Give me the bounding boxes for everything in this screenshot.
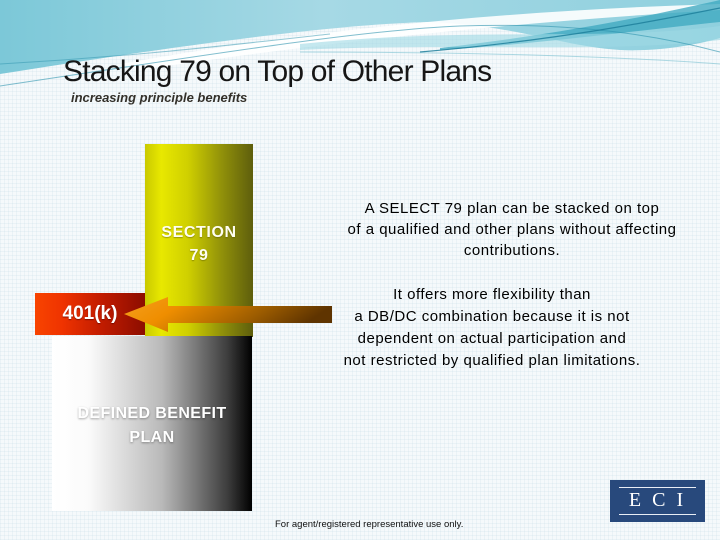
header-wave-decoration xyxy=(0,0,720,87)
eci-logo: E C I xyxy=(610,480,705,522)
eci-logo-rule-top xyxy=(619,487,696,488)
section-79-label-line2: 79 xyxy=(189,247,209,264)
defined-benefit-box: DEFINED BENEFIT PLAN xyxy=(52,336,252,511)
eci-logo-rule-bottom xyxy=(619,514,696,515)
eci-logo-letters: E C I xyxy=(628,489,687,511)
section-79-label: SECTION 79 xyxy=(145,221,253,267)
defined-benefit-label: DEFINED BENEFIT PLAN xyxy=(52,402,252,450)
paragraph-stacking-line1: A SELECT 79 plan can be stacked on top xyxy=(364,200,660,217)
paragraph-flexibility-line2: a DB/DC combination because it is not xyxy=(354,308,630,325)
footer-disclaimer: For agent/registered representative use … xyxy=(275,519,464,530)
defined-benefit-label-line1: DEFINED BENEFIT xyxy=(77,405,227,422)
slide-title: Stacking 79 on Top of Other Plans xyxy=(63,55,492,88)
paragraph-stacking: A SELECT 79 plan can be stacked on top o… xyxy=(302,198,720,261)
paragraph-stacking-line3: contributions. xyxy=(463,242,561,259)
left-arrow-icon xyxy=(124,297,332,332)
paragraph-flexibility-line1: It offers more flexibility than xyxy=(393,286,591,303)
section-79-label-line1: SECTION xyxy=(161,224,237,241)
paragraph-stacking-line2: of a qualified and other plans without a… xyxy=(347,221,677,238)
paragraph-flexibility-line4: not restricted by qualified plan limitat… xyxy=(343,352,641,369)
defined-benefit-label-line2: PLAN xyxy=(129,429,175,446)
paragraph-flexibility-line3: dependent on actual participation and xyxy=(357,330,627,347)
paragraph-flexibility: It offers more flexibility than a DB/DC … xyxy=(297,284,687,372)
plan-401k-label: 401(k) xyxy=(62,303,118,324)
slide-subtitle: increasing principle benefits xyxy=(71,90,248,105)
